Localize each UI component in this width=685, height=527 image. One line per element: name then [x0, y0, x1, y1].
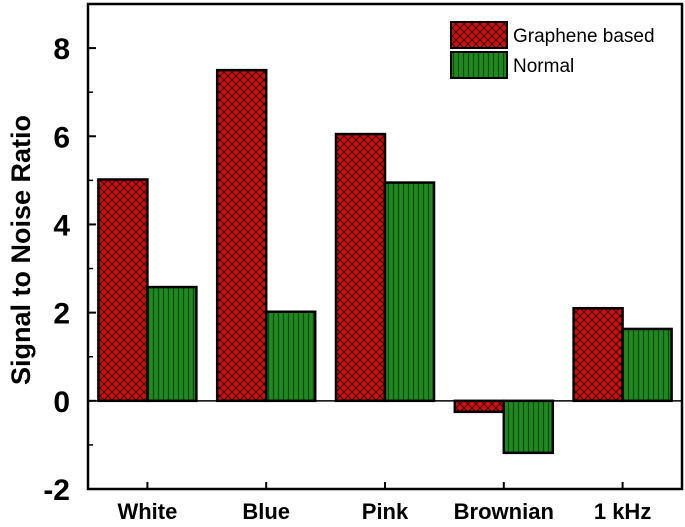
- y-tick-label: 8: [53, 33, 70, 66]
- x-tick-label: Blue: [242, 499, 290, 524]
- y-tick-label: 6: [53, 121, 70, 154]
- y-tick-label: 0: [53, 386, 70, 419]
- bar-normal: [383, 181, 436, 403]
- bar-normal: [502, 399, 555, 455]
- x-tick-label: Pink: [362, 499, 409, 524]
- bar-normal: [621, 327, 673, 403]
- legend-label-graphene: Graphene based: [513, 26, 655, 47]
- bar-graphene: [215, 68, 268, 403]
- y-axis-ticks: -2 0 2 4 6 8: [43, 33, 96, 507]
- bar-normal: [146, 285, 198, 403]
- x-tick-label: Brownian: [454, 499, 554, 524]
- legend-label-normal: Normal: [513, 56, 574, 77]
- x-tick-label: White: [117, 499, 177, 524]
- y-axis-label: Signal to Noise Ratio: [6, 115, 36, 385]
- bar-graphene: [97, 178, 149, 403]
- bar-graphene: [334, 132, 387, 403]
- legend: Graphene based Normal: [450, 21, 655, 79]
- x-axis-ticks: White Blue Pink Brownian 1 kHz: [117, 482, 651, 524]
- x-tick-label: 1 kHz: [594, 499, 651, 524]
- y-tick-label: 4: [53, 209, 70, 242]
- legend-swatch-graphene: [450, 21, 508, 49]
- bars: [97, 68, 673, 455]
- bar-graphene: [572, 306, 624, 403]
- legend-swatch-normal: [450, 51, 508, 79]
- bar-graphene: [453, 399, 506, 414]
- y-tick-label: -2: [43, 474, 70, 507]
- y-tick-label: 2: [53, 298, 70, 331]
- bar-normal: [264, 310, 317, 403]
